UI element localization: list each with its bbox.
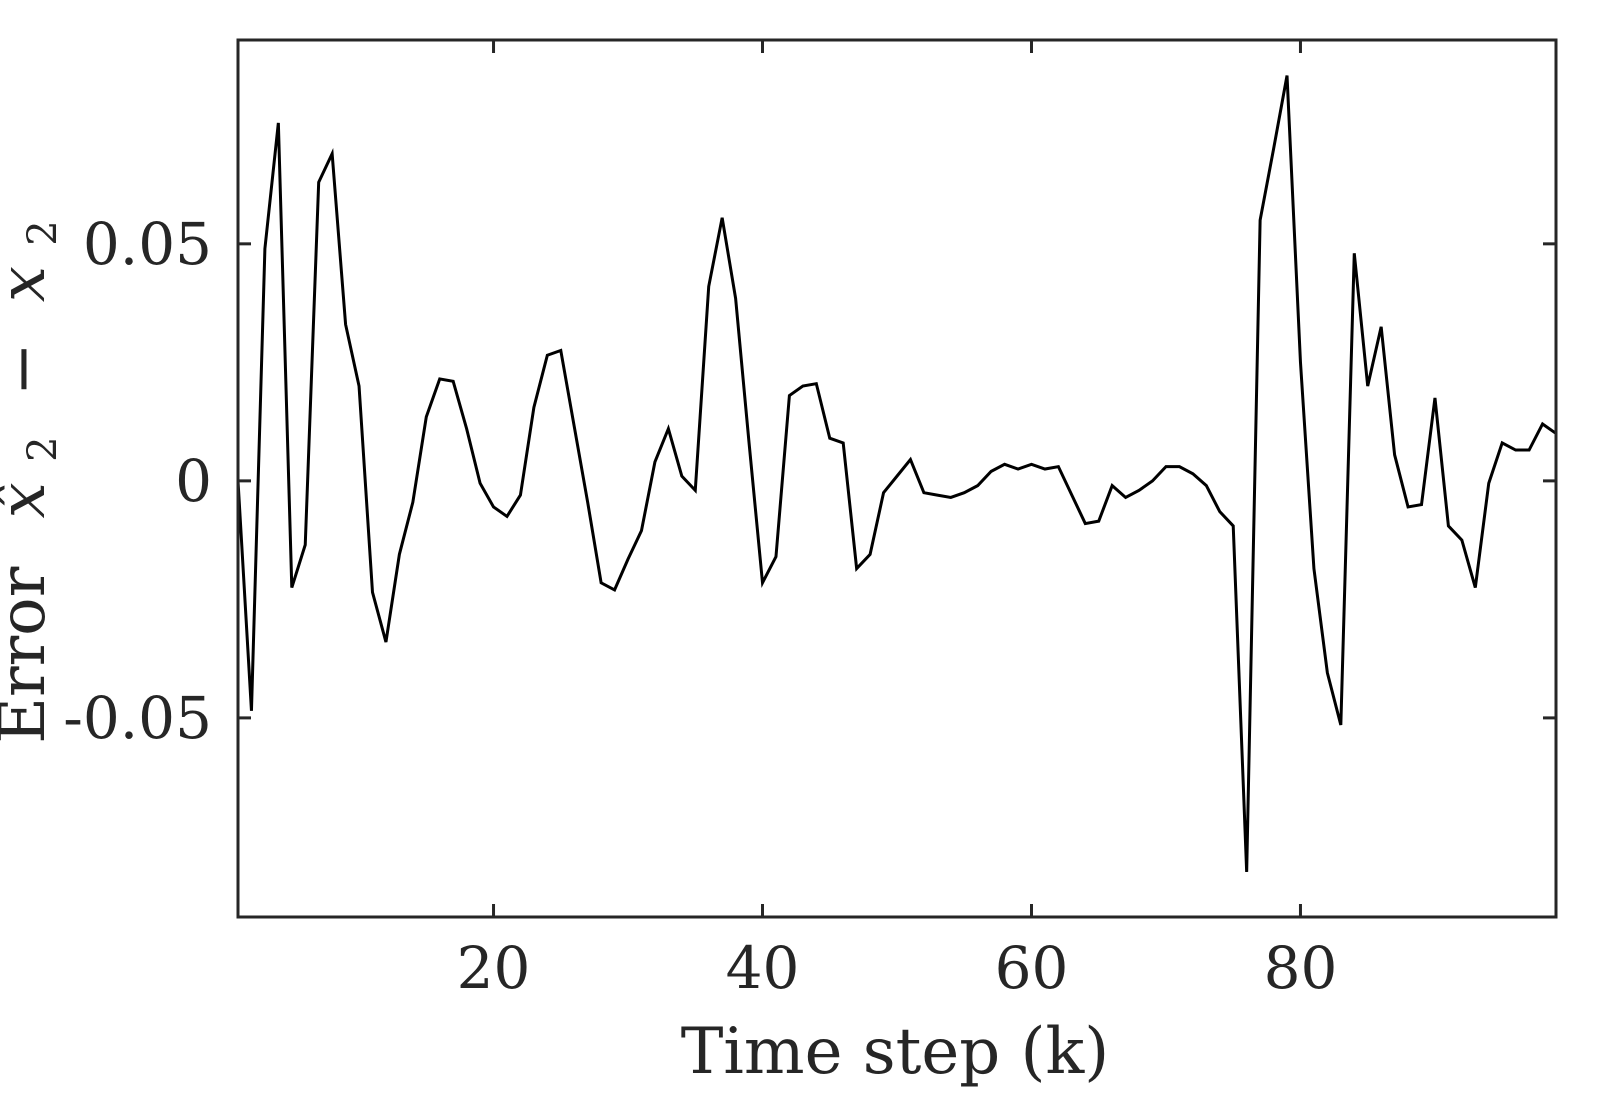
y-axis-title-operator: − [0,343,60,397]
x-tick-label: 40 [726,934,800,1002]
y-axis-title-state-symbol: x [0,266,60,302]
y-axis-title-word: Error [0,566,60,743]
y-axis-title-estimate-symbol: x̂ [0,482,60,518]
y-tick-label: 0.05 [83,210,212,278]
y-axis-title-estimate-subscript: 2 [20,436,66,461]
plot-area [236,38,1558,919]
axes-frame [236,38,1558,919]
x-tick-label: 60 [995,934,1069,1002]
tick-labels: 20 40 60 80 0.05 0 -0.05 [63,210,1337,1002]
y-tick-label: -0.05 [63,684,212,752]
axis-ticks [238,40,1556,917]
y-tick-label: 0 [175,447,212,515]
svg-text:Error x̂ 2 −: Error x̂ 2 − x 2 [0,220,72,743]
x-tick-label: 80 [1264,934,1338,1002]
y-axis-title: Error x̂ 2 − x 2 [0,220,72,743]
x-tick-label: 20 [457,934,531,1002]
x-axis-title: Time step (k) [681,1015,1110,1089]
y-axis-title-state-subscript: 2 [20,220,66,245]
error-series-line [236,75,1557,873]
